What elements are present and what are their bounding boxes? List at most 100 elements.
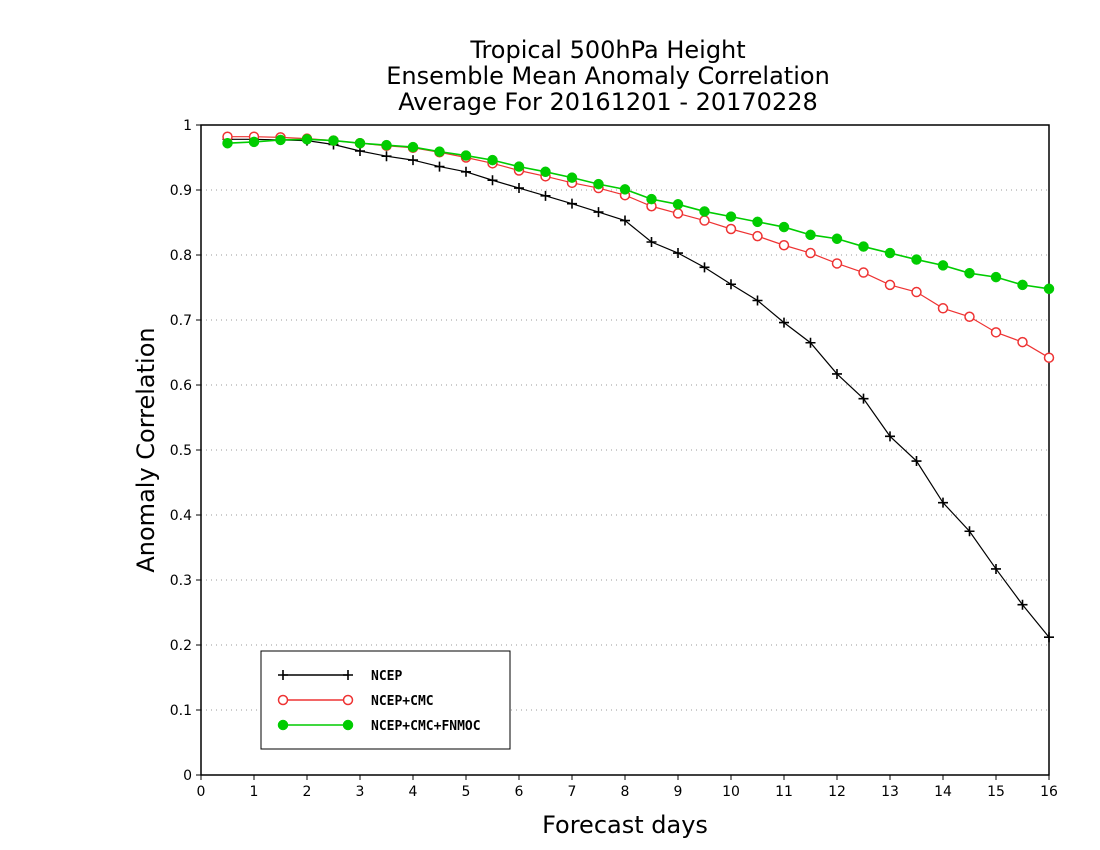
legend-entry-ncep-cmc-fnmoc: NCEP+CMC+FNMOC: [277, 719, 481, 734]
data-point-ncep-cmc-fnmoc: [672, 199, 684, 210]
x-tick-label: 4: [409, 784, 418, 800]
data-point-ncep-cmc-fnmoc: [911, 254, 922, 265]
legend-marker: [277, 719, 289, 731]
data-point-ncep: [832, 368, 842, 379]
legend-marker: [343, 670, 353, 680]
legend-label: NCEP: [371, 669, 402, 684]
x-tick-label: 12: [828, 784, 846, 800]
data-point-ncep-cmc: [672, 208, 684, 219]
data-point-ncep-cmc-fnmoc: [593, 178, 604, 190]
data-point-ncep-cmc-fnmoc: [937, 260, 949, 271]
x-tick-label: 3: [356, 784, 365, 800]
data-point-ncep: [646, 237, 657, 247]
y-tick-label: 0.9: [170, 183, 192, 199]
x-tick-label: 0: [197, 784, 206, 800]
data-point-ncep: [991, 563, 1001, 574]
data-point-ncep: [567, 198, 577, 209]
x-tick-label: 6: [515, 784, 524, 800]
x-tick-label: 9: [674, 784, 683, 800]
x-tick-label: 10: [722, 784, 740, 800]
data-point-ncep-cmc-fnmoc: [540, 166, 551, 178]
data-point-ncep-cmc-fnmoc: [619, 184, 631, 195]
data-point-ncep: [1044, 632, 1054, 643]
y-tick-label: 0.3: [170, 573, 192, 589]
data-point-ncep-cmc-fnmoc: [805, 229, 816, 241]
data-point-ncep: [673, 248, 683, 259]
data-point-ncep-cmc-fnmoc: [566, 172, 578, 183]
series-ncep: [222, 134, 1054, 643]
y-tick-label: 0.4: [170, 508, 192, 524]
series-group: [222, 131, 1055, 643]
data-point-ncep-cmc: [858, 267, 869, 278]
data-point-ncep-cmc: [884, 279, 896, 291]
data-point-ncep: [514, 183, 524, 194]
data-point-ncep-cmc-fnmoc: [1017, 279, 1028, 291]
data-point-ncep: [964, 526, 975, 537]
x-tick-label: 14: [934, 784, 952, 800]
legend: NCEP NCEP+CMC NCEP+CMC+FNMOC: [260, 650, 511, 750]
x-tick-label: 11: [775, 784, 793, 800]
data-point-ncep-cmc-fnmoc: [964, 267, 975, 279]
data-point-ncep: [752, 295, 763, 306]
data-point-ncep: [461, 166, 471, 177]
legend-marker: [342, 719, 354, 731]
data-point-ncep-cmc-fnmoc: [381, 139, 392, 151]
data-point-ncep-cmc: [725, 223, 737, 235]
x-tick-label: 7: [568, 784, 577, 800]
legend-label: NCEP+CMC: [371, 694, 434, 709]
data-point-ncep: [408, 155, 418, 166]
data-point-ncep-cmc-fnmoc: [407, 141, 419, 153]
legend-marker: [278, 670, 288, 680]
data-point-ncep-cmc-fnmoc: [487, 154, 498, 166]
data-point-ncep: [699, 262, 710, 273]
data-point-ncep-cmc-fnmoc: [752, 216, 763, 228]
y-tick-label: 0.7: [170, 313, 192, 329]
data-point-ncep: [779, 317, 789, 328]
series-line-ncep: [227, 138, 1050, 638]
y-axis-title: Anomaly Correlation: [132, 327, 160, 572]
legend-entry-ncep: NCEP: [278, 669, 402, 684]
data-point-ncep-cmc: [805, 247, 816, 259]
x-axis-title: Forecast days: [542, 811, 708, 839]
data-point-ncep: [434, 161, 445, 172]
data-point-ncep: [858, 393, 869, 404]
y-tick-label: 0: [183, 768, 192, 784]
x-tick-label: 16: [1040, 784, 1058, 800]
data-point-ncep-cmc-fnmoc: [513, 161, 525, 172]
y-tick-label: 0.8: [170, 248, 192, 264]
data-point-ncep-cmc-fnmoc: [275, 134, 286, 146]
series-line-ncep-cmc-fnmoc: [227, 138, 1050, 290]
legend-label: NCEP+CMC+FNMOC: [371, 719, 481, 734]
data-point-ncep-cmc: [937, 303, 949, 314]
data-point-ncep: [885, 431, 895, 442]
data-point-ncep: [540, 190, 551, 201]
data-point-ncep-cmc-fnmoc: [831, 233, 843, 244]
data-point-ncep-cmc-fnmoc: [248, 136, 260, 148]
data-point-ncep-cmc-fnmoc: [884, 247, 896, 259]
data-point-ncep-cmc-fnmoc: [1043, 283, 1055, 295]
data-point-ncep-cmc-fnmoc: [222, 137, 233, 149]
x-axis-ticks: 0 1 2 3 4 5 6 7 8 9 10 11 12 13 14 15 16: [197, 775, 1058, 800]
data-point-ncep-cmc-fnmoc: [699, 206, 710, 217]
chart-title-line-3: Average For 20161201 - 20170228: [398, 88, 818, 116]
data-point-ncep-cmc-fnmoc: [354, 137, 366, 149]
data-point-ncep-cmc-fnmoc: [460, 150, 472, 161]
y-tick-label: 0.1: [170, 703, 192, 719]
y-tick-label: 1: [183, 118, 192, 134]
x-tick-label: 13: [881, 784, 899, 800]
data-point-ncep-cmc-fnmoc: [725, 211, 737, 222]
data-point-ncep: [593, 207, 604, 218]
data-point-ncep-cmc: [699, 215, 710, 226]
series-ncep-cmc-fnmoc: [222, 134, 1055, 295]
data-point-ncep: [938, 497, 948, 508]
data-point-ncep-cmc: [752, 230, 763, 242]
data-point-ncep-cmc-fnmoc: [434, 146, 445, 157]
data-point-ncep-cmc-fnmoc: [646, 193, 657, 205]
y-tick-label: 0.2: [170, 638, 192, 654]
data-point-ncep: [726, 279, 736, 290]
data-point-ncep: [487, 175, 498, 186]
data-point-ncep-cmc-fnmoc: [990, 271, 1002, 283]
legend-marker: [277, 694, 289, 706]
data-point-ncep-cmc: [990, 327, 1002, 338]
